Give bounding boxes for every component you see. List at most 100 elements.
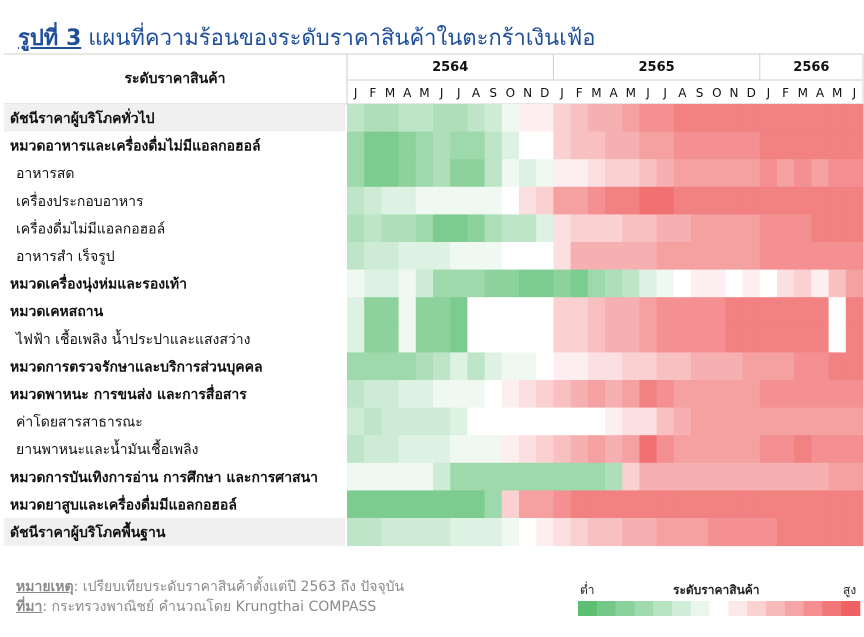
heatmap-cell (759, 380, 778, 409)
heatmap-cell (570, 462, 589, 491)
heatmap-cell (673, 214, 692, 243)
heatmap-cell (501, 490, 520, 519)
heatmap-cell (381, 380, 400, 409)
row-label-bg (4, 131, 345, 160)
heatmap-cell (347, 324, 365, 353)
heatmap-cell (501, 324, 520, 353)
heatmap-cell (759, 462, 778, 491)
heatmap-cell (484, 435, 503, 464)
heatmap-cell (570, 269, 589, 298)
heatmap-cell (605, 435, 623, 464)
heatmap-cell (587, 435, 606, 464)
heatmap-cell (415, 435, 434, 464)
heatmap-cell (811, 269, 830, 298)
heatmap-cell (639, 407, 658, 436)
heatmap-cell (759, 297, 778, 326)
heatmap-cell (639, 352, 658, 381)
heatmap-cell (845, 186, 864, 215)
heatmap-cell (673, 242, 692, 271)
heatmap-cell (845, 269, 864, 298)
heatmap-cell (398, 407, 417, 436)
heatmap-cell (364, 352, 382, 381)
heatmap-cell (622, 214, 640, 243)
heatmap-cell (450, 297, 468, 326)
heatmap-cell (656, 159, 675, 188)
heatmap-cell (725, 490, 744, 519)
heatmap-cell (605, 242, 623, 271)
heatmap-cell (450, 490, 468, 519)
heatmap-cell (501, 407, 520, 436)
heatmap-cell (605, 462, 623, 491)
heatmap-cell (415, 380, 434, 409)
heatmap-cell (639, 324, 658, 353)
heatmap-cell (708, 269, 726, 298)
heatmap-cell (364, 159, 382, 188)
month-tick-label: J (852, 86, 857, 100)
heatmap-cell (759, 186, 778, 215)
heatmap-cell (708, 490, 726, 519)
month-tick-label: A (816, 86, 825, 100)
heatmap-cell (828, 518, 847, 547)
heatmap-cell (381, 518, 400, 547)
row-label: อาหารสด (16, 166, 75, 182)
heatmap-cell (484, 104, 503, 133)
heatmap-cell (501, 435, 520, 464)
heatmap-cell (828, 407, 847, 436)
heatmap-cell (691, 159, 709, 188)
heatmap-cell (708, 214, 726, 243)
heatmap-cell (415, 407, 434, 436)
heatmap-cell (811, 297, 830, 326)
month-tick-label: F (782, 86, 789, 100)
heatmap-cell (364, 435, 382, 464)
month-tick-label: J (353, 86, 358, 100)
legend-swatch (822, 601, 842, 616)
heatmap-cell (587, 518, 606, 547)
heatmap-cell (759, 104, 778, 133)
heatmap-cell (691, 518, 709, 547)
heatmap-cell (673, 297, 692, 326)
heatmap-cell (587, 490, 606, 519)
heatmap-cell (398, 242, 417, 271)
heatmap-cell (708, 104, 726, 133)
heatmap-cell (845, 159, 864, 188)
heatmap-cell (605, 186, 623, 215)
heatmap-cell (622, 297, 640, 326)
heatmap-cell (622, 407, 640, 436)
heatmap-cell (398, 131, 417, 160)
heatmap-cell (673, 269, 692, 298)
heatmap-cell (501, 186, 520, 215)
month-tick-label: A (472, 86, 481, 100)
heatmap-cell (639, 380, 658, 409)
heatmap-cell (398, 324, 417, 353)
heatmap-cell (553, 159, 572, 188)
heatmap-cell (484, 352, 503, 381)
heatmap-cell (467, 407, 486, 436)
heatmap-cell (381, 324, 400, 353)
heatmap-cell (828, 297, 847, 326)
heatmap-cell (742, 242, 761, 271)
heatmap-cell (415, 297, 434, 326)
heatmap-cell (484, 242, 503, 271)
heatmap-cell (519, 104, 537, 133)
heatmap-cell (691, 407, 709, 436)
heatmap-cell (467, 214, 486, 243)
heatmap-cell (484, 407, 503, 436)
heatmap-cell (467, 380, 486, 409)
heatmap-cell (811, 462, 830, 491)
row-label: หมวดพาหนะ การขนส่ง และการสื่อสาร (10, 384, 247, 403)
heatmap-cell (794, 435, 812, 464)
heatmap-cell (622, 186, 640, 215)
heatmap-cell (433, 407, 451, 436)
heatmap-cell (364, 407, 382, 436)
heatmap-cell (777, 186, 795, 215)
heatmap-cell (587, 462, 606, 491)
legend-swatch (803, 601, 823, 616)
heatmap-cell (570, 407, 589, 436)
row-header-label: ระดับราคาสินค้า (125, 71, 226, 87)
heatmap-cell (811, 324, 830, 353)
heatmap-cell (519, 186, 537, 215)
month-tick-label: M (385, 86, 395, 100)
legend-swatch (690, 601, 710, 616)
heatmap-cell (742, 324, 761, 353)
row-label: ไฟฟ้า เชื้อเพลิง น้ำประปาและแสงสว่าง (15, 329, 251, 348)
